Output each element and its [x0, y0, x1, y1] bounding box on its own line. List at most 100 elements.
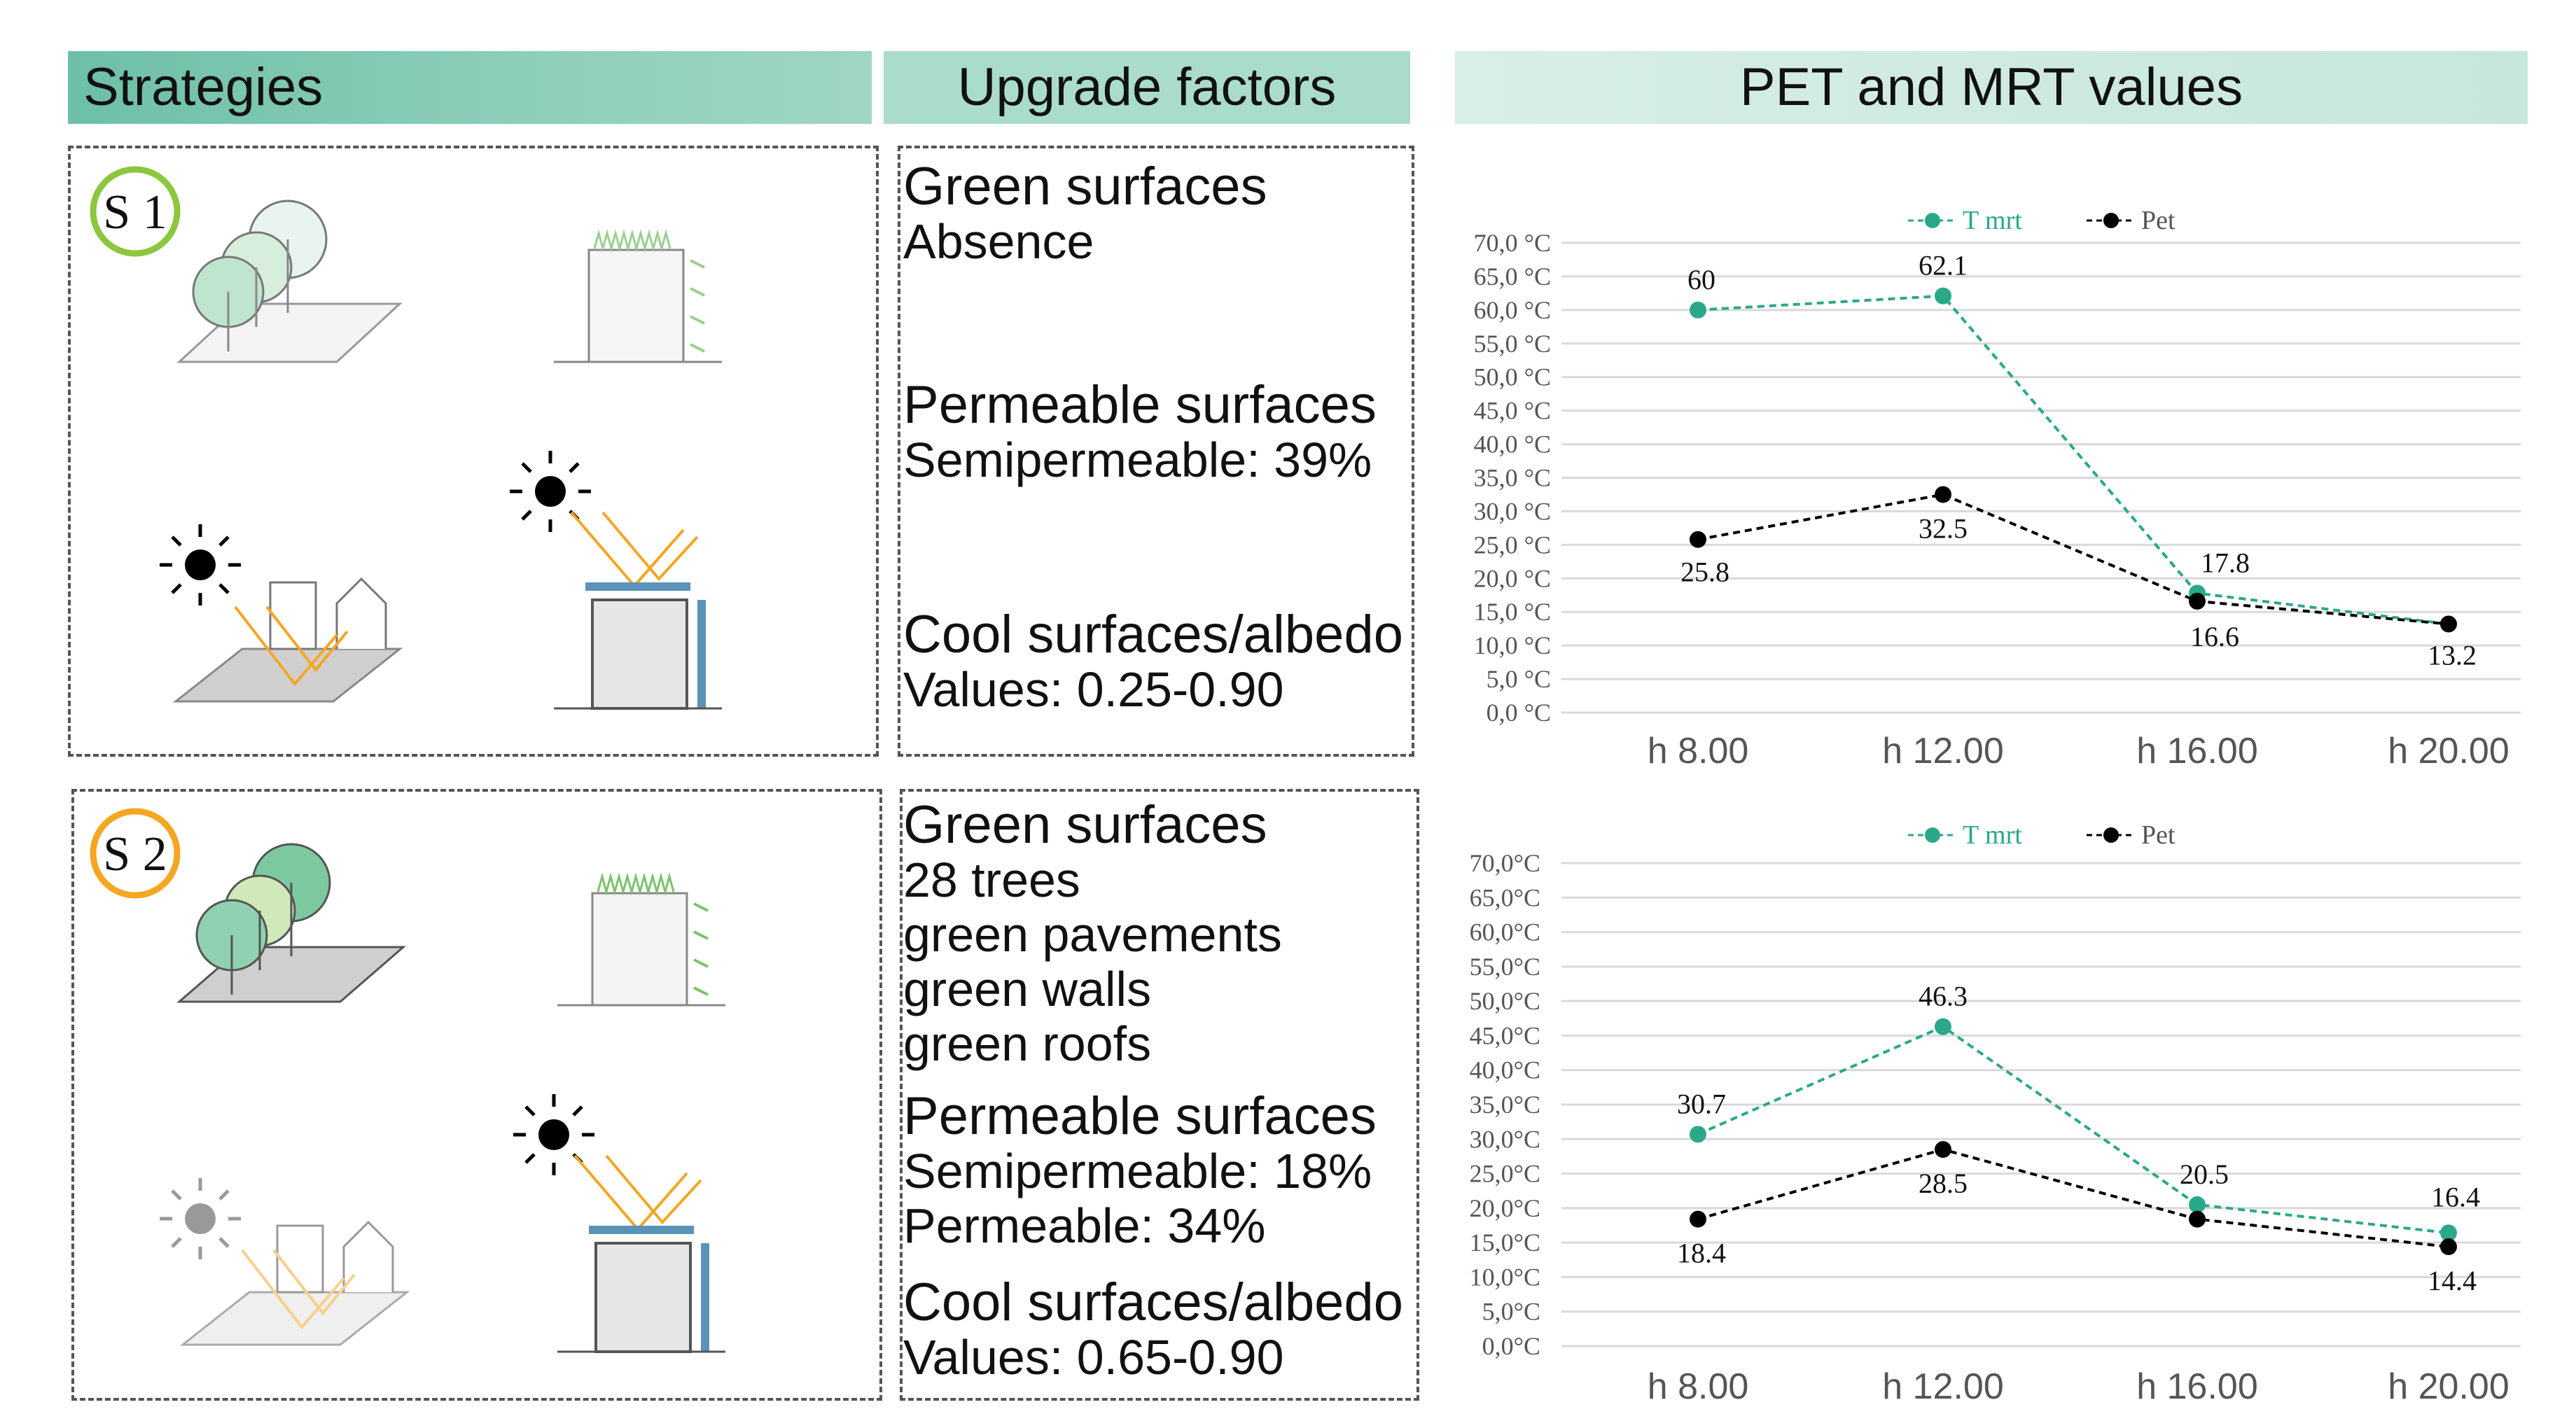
data-point [2440, 615, 2457, 633]
x-tick-label: h 20.00 [2388, 731, 2509, 771]
data-point [2440, 1224, 2457, 1242]
y-tick-label: 50,0°C [1470, 987, 1540, 1015]
legend-label: T mrt [1963, 820, 2022, 850]
y-tick-label: 35,0 °C [1474, 464, 1551, 492]
s2-permeable-line-1: Semipermeable: 18% [903, 1144, 1372, 1198]
s1-cool-value: Values: 0.25-0.90 [903, 662, 1284, 717]
s2-badge-ring [90, 808, 181, 899]
s2-permeable-surfaces: Permeable surfaces Semipermeable: 18% Pe… [903, 1086, 1377, 1254]
cool-roof-building-icon [554, 511, 722, 710]
y-tick-label: 60,0 °C [1474, 296, 1551, 324]
s1-cool-title: Cool surfaces/albedo [903, 605, 1403, 664]
x-tick-label: h 16.00 [2136, 731, 2258, 771]
data-label: 60 [1687, 264, 1715, 295]
data-point [1690, 1210, 1706, 1228]
series-line-pet [1697, 1147, 2449, 1249]
data-label: 25.8 [1680, 556, 1729, 588]
strategy-s1-panel: S 1 [68, 146, 879, 757]
data-point [1935, 287, 1951, 304]
s1-green-value: Absence [903, 214, 1094, 269]
y-tick-label: 20,0 °C [1474, 564, 1551, 592]
s2-cool-title: Cool surfaces/albedo [903, 1273, 1403, 1332]
s2-green-line-2: green pavements [903, 907, 1282, 962]
data-point [2189, 592, 2206, 610]
header-pet-mrt: PET and MRT values [1455, 51, 2528, 124]
data-point [1690, 1126, 1706, 1143]
data-label: 14.4 [2428, 1265, 2477, 1296]
sun-icon [513, 1094, 594, 1175]
s1-cool-surfaces: Cool surfaces/albedo Values: 0.25-0.90 [903, 605, 1403, 718]
sun-icon [510, 451, 591, 532]
series-line-pet [1697, 493, 2449, 626]
upgrade-factors-s1-panel [898, 146, 1414, 757]
permeable-pavement-icon [172, 577, 403, 703]
data-label: 17.8 [2201, 547, 2250, 578]
x-tick-label: h 12.00 [1882, 731, 2004, 771]
data-point [1935, 1141, 1951, 1158]
legend-swatch-marker [2103, 827, 2119, 843]
s2-badge: S 2 [90, 808, 181, 899]
data-point [2189, 1196, 2206, 1213]
series-line-t-mrt [1697, 294, 2449, 626]
y-tick-label: 70,0 °C [1474, 229, 1551, 257]
s2-badge-label: S 2 [103, 827, 167, 881]
y-tick-label: 25,0°C [1470, 1160, 1540, 1188]
y-tick-label: 0,0 °C [1487, 699, 1551, 727]
legend-label: T mrt [1963, 206, 2022, 235]
sun-icon [160, 1178, 241, 1259]
data-label: 32.5 [1919, 512, 1968, 544]
y-tick-label: 20,0°C [1470, 1194, 1540, 1222]
y-tick-label: 50,0 °C [1474, 363, 1551, 391]
header-strategies: Strategies [68, 51, 872, 124]
s2-cool-value: Values: 0.65-0.90 [903, 1330, 1284, 1385]
y-tick-label: 55,0°C [1470, 953, 1540, 981]
s2-green-surfaces: Green surfaces 28 trees green pavements … [903, 795, 1282, 1072]
data-label: 13.2 [2428, 639, 2477, 671]
series-line-t-mrt [1697, 1025, 2449, 1235]
upgrade-factors-s2-panel [900, 789, 1419, 1401]
s2-permeable-line-2: Permeable: 34% [903, 1198, 1266, 1253]
s1-permeable-title: Permeable surfaces [903, 375, 1377, 435]
strategy-s2-illustrations: S 2 [90, 808, 725, 1353]
green-wall-building-icon [554, 229, 722, 363]
data-label: 20.5 [2180, 1158, 2229, 1190]
s1-badge: S 1 [90, 166, 181, 257]
s1-green-surfaces: Green surfaces Absence [903, 160, 1267, 270]
s1-permeable-value: Semipermeable: 39% [903, 433, 1372, 487]
y-tick-label: 10,0°C [1470, 1263, 1540, 1291]
header-upgrade-factors: Upgrade factors [884, 51, 1410, 124]
strategy-s1-illustrations: S 1 [90, 166, 722, 710]
y-tick-label: 5,0°C [1482, 1298, 1540, 1326]
s2-green-line-4: green roofs [903, 1016, 1152, 1071]
data-label: 16.6 [2190, 621, 2239, 652]
y-tick-label: 65,0 °C [1474, 262, 1551, 290]
y-tick-label: 30,0 °C [1474, 497, 1551, 525]
y-tick-label: 65,0°C [1470, 883, 1540, 911]
data-point [2440, 1238, 2457, 1256]
permeable-pavement-icon [179, 1220, 410, 1346]
legend-swatch-marker [1925, 213, 1940, 228]
cool-roof-building-icon [557, 1154, 725, 1353]
strategy-s2-panel: S 2 [71, 789, 882, 1401]
s1-badge-label: S 1 [103, 186, 167, 239]
chart-s2-pet-mrt: 0,0°C 5,0°C 10,0°C 15,0°C 20,0°C 25,0°C 30,0°C… [1470, 820, 2521, 1407]
s2-green-line-3: green walls [903, 962, 1152, 1016]
trees-icon [176, 200, 403, 363]
trees-icon [176, 843, 407, 1003]
data-label: 30.7 [1677, 1088, 1726, 1119]
y-tick-label: 40,0°C [1470, 1056, 1540, 1084]
s1-badge-ring [90, 166, 181, 257]
y-tick-label: 45,0°C [1470, 1021, 1540, 1049]
green-wall-building-icon [557, 872, 725, 1007]
y-tick-label: 15,0°C [1470, 1228, 1540, 1256]
s2-permeable-title: Permeable surfaces [903, 1086, 1377, 1146]
s2-green-line-1: 28 trees [903, 853, 1080, 907]
data-label: 46.3 [1919, 981, 1968, 1012]
s1-permeable-surfaces: Permeable surfaces Semipermeable: 39% [903, 375, 1377, 488]
y-tick-label: 40,0 °C [1474, 430, 1551, 458]
data-point [1690, 531, 1706, 548]
y-tick-label: 10,0 °C [1474, 631, 1551, 659]
y-tick-label: 55,0 °C [1474, 330, 1551, 358]
s2-green-title: Green surfaces [903, 795, 1267, 855]
y-tick-label: 15,0 °C [1474, 598, 1551, 626]
